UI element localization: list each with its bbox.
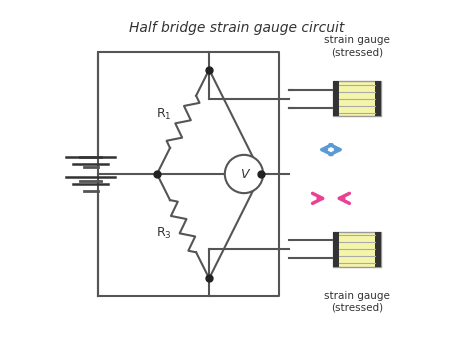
Text: Half bridge strain gauge circuit: Half bridge strain gauge circuit	[129, 21, 345, 35]
Bar	[375, 232, 382, 267]
Circle shape	[225, 155, 263, 193]
FancyBboxPatch shape	[333, 81, 382, 116]
FancyBboxPatch shape	[333, 232, 382, 267]
Text: strain gauge
(stressed): strain gauge (stressed)	[324, 35, 390, 57]
Text: R$_1$: R$_1$	[156, 107, 172, 122]
Bar	[333, 232, 339, 267]
Text: V: V	[240, 167, 248, 181]
Bar	[333, 81, 339, 116]
Text: strain gauge
(stressed): strain gauge (stressed)	[324, 291, 390, 313]
Text: R$_3$: R$_3$	[156, 226, 172, 241]
Bar	[375, 81, 382, 116]
